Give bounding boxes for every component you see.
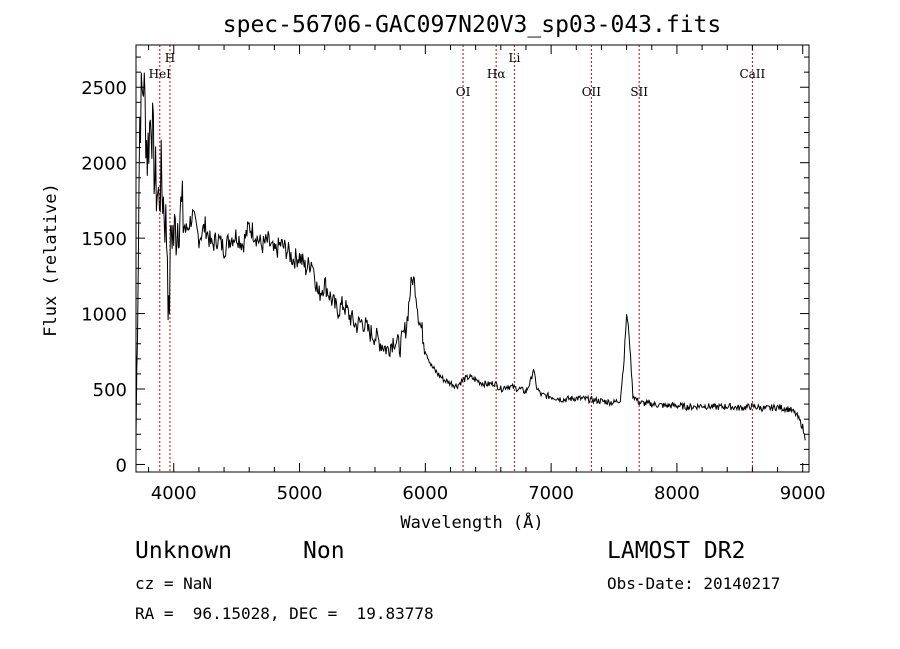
x-tick-label: 8000 — [654, 483, 700, 504]
survey-name: LAMOST DR2 — [607, 538, 746, 564]
y-axis: 0 500 1000 1500 2000 2500 — [81, 56, 809, 476]
chart-title: spec-56706-GAC097N20V3_sp03-043.fits — [223, 12, 722, 38]
spectrum-series — [135, 72, 806, 441]
y-tick-label: 500 — [93, 380, 127, 401]
spectral-line-label: HeI — [149, 67, 172, 81]
y-tick-label: 1000 — [81, 305, 127, 326]
y-tick-label: 2000 — [81, 154, 127, 175]
y-tick-label: 2500 — [81, 78, 127, 99]
object-class: Unknown — [135, 538, 232, 564]
ra-dec-coordinates: RA = 96.15028, DEC = 19.83778 — [135, 604, 434, 623]
y-axis-label: Flux (relative) — [41, 183, 61, 337]
spectrum-line — [135, 72, 806, 441]
x-tick-label: 4000 — [151, 483, 197, 504]
spectral-line-label: H — [165, 51, 175, 65]
spectral-line-label: Li — [508, 51, 520, 65]
x-tick-label: 6000 — [402, 483, 448, 504]
object-subclass: Non — [303, 538, 345, 564]
spectral-line-label: CaII — [739, 67, 765, 81]
plot-frame — [135, 44, 810, 473]
y-tick-label: 1500 — [81, 229, 127, 250]
x-axis: 4000 5000 6000 7000 8000 9000 — [148, 45, 826, 504]
x-tick-label: 5000 — [277, 483, 323, 504]
x-tick-label: 7000 — [528, 483, 574, 504]
observation-date: Obs-Date: 20140217 — [607, 574, 781, 593]
x-tick-label: 9000 — [780, 483, 826, 504]
x-axis-label: Wavelength (Å) — [400, 511, 543, 533]
spectral-line-label: OII — [582, 85, 602, 99]
redshift-cz: cz = NaN — [135, 574, 213, 593]
y-tick-label: 0 — [116, 455, 127, 476]
spectral-line-label: OI — [456, 85, 471, 99]
spectral-line-label: Hα — [487, 67, 506, 81]
spectral-line-label: SII — [630, 85, 648, 99]
